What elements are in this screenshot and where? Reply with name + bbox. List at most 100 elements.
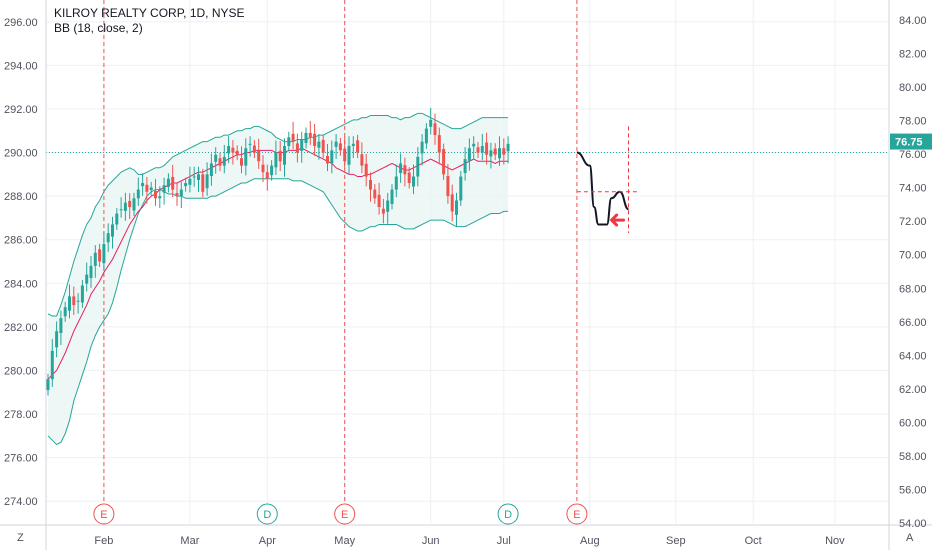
candle-body <box>442 149 446 175</box>
candle-body <box>287 137 291 147</box>
time-axis-label: Jul <box>497 535 511 547</box>
candle-body <box>437 135 441 153</box>
candle-body <box>106 233 110 243</box>
candle-body <box>261 164 265 173</box>
time-axis-label: Nov <box>825 535 845 547</box>
candle-body <box>386 200 390 212</box>
candle-body <box>50 350 54 380</box>
left-axis-tick: 290.00 <box>4 148 38 160</box>
earnings-marker[interactable]: E <box>566 503 588 525</box>
left-axis-tick: 296.00 <box>4 17 38 29</box>
candle-body <box>128 200 132 208</box>
left-axis-tick: 284.00 <box>4 278 38 290</box>
time-axis-label: Jun <box>422 535 440 547</box>
candle-body <box>72 296 76 306</box>
candle-body <box>424 128 428 144</box>
candle-body <box>197 174 200 180</box>
candle-body <box>403 165 407 175</box>
candle-body <box>274 152 278 168</box>
candle-body <box>467 148 471 161</box>
candle-body <box>506 143 510 152</box>
chart-legend: KILROY REALTY CORP, 1D, NYSE BB (18, clo… <box>54 6 245 36</box>
left-axis-tick: 292.00 <box>4 104 38 116</box>
right-axis-tick: 76.00 <box>899 149 927 161</box>
candle-body <box>330 150 334 164</box>
candles <box>46 107 510 396</box>
left-axis-tick: 274.00 <box>4 496 38 508</box>
timezone-button[interactable]: Z <box>17 532 24 544</box>
bb-lower-line <box>47 178 509 446</box>
left-axis-tick: 288.00 <box>4 191 38 203</box>
candle-body <box>145 184 149 192</box>
dividend-marker[interactable]: D <box>497 503 519 525</box>
candle-body <box>291 133 295 142</box>
candle-body <box>407 172 411 184</box>
candle-body <box>175 193 179 197</box>
candle-body <box>192 176 196 178</box>
projection-path <box>576 151 629 226</box>
candle-body <box>416 156 420 177</box>
grid <box>46 0 889 523</box>
candle-body <box>102 244 106 264</box>
candle-body <box>459 176 463 201</box>
candle-body <box>502 148 506 155</box>
earnings-marker[interactable]: E <box>334 503 356 525</box>
time-axis-label: Oct <box>745 535 762 547</box>
time-axis-label: Feb <box>94 535 113 547</box>
candle-body <box>154 190 157 199</box>
candle-body <box>235 150 239 155</box>
right-axis-tick: 62.00 <box>899 384 927 396</box>
candle-body <box>76 300 80 302</box>
candle-body <box>321 139 325 153</box>
left-axis-tick: 282.00 <box>4 322 38 334</box>
right-axis-tick: 68.00 <box>899 283 927 295</box>
candle-body <box>252 145 256 153</box>
candle-body <box>338 143 342 151</box>
marker-circle <box>497 503 519 525</box>
candle-body <box>360 154 364 166</box>
marker-label: D <box>263 509 271 521</box>
projection-drawing[interactable] <box>576 126 639 234</box>
candle-body <box>244 148 248 166</box>
candle-body <box>394 176 398 190</box>
earnings-marker[interactable]: E <box>93 503 115 525</box>
candle-body <box>248 143 252 145</box>
candle-body <box>304 132 308 143</box>
candle-body <box>351 143 355 147</box>
candle-body <box>446 176 450 197</box>
dividend-marker[interactable]: D <box>256 503 278 525</box>
candle-body <box>377 194 381 208</box>
candle-body <box>476 147 480 153</box>
time-axis-label: Aug <box>580 535 600 547</box>
candle-body <box>334 141 338 147</box>
candle-body <box>317 141 321 148</box>
event-lines <box>46 0 889 506</box>
candle-body <box>257 150 261 162</box>
candle-body <box>80 285 84 303</box>
right-axis-tick: 58.00 <box>899 451 927 463</box>
marker-label: D <box>504 509 512 521</box>
candle-body <box>98 249 102 262</box>
right-axis-tick: 70.00 <box>899 250 927 262</box>
candle-body <box>158 196 162 199</box>
candle-body <box>450 194 454 212</box>
candle-body <box>171 176 175 190</box>
time-axis-label: Sep <box>666 535 686 547</box>
candle-body <box>123 202 127 211</box>
candle-body <box>399 163 403 174</box>
candle-body <box>489 150 493 157</box>
candle-body <box>347 146 351 165</box>
candle-body <box>369 179 372 190</box>
candle-body <box>63 307 67 317</box>
candle-body <box>214 154 218 162</box>
candle-body <box>493 148 497 155</box>
marker-label: E <box>573 509 580 521</box>
candle-body <box>381 208 385 214</box>
candle-body <box>89 265 93 279</box>
auto-scale-button[interactable]: A <box>906 532 914 544</box>
candle-body <box>55 331 59 348</box>
right-axis-tick: 60.00 <box>899 417 927 429</box>
